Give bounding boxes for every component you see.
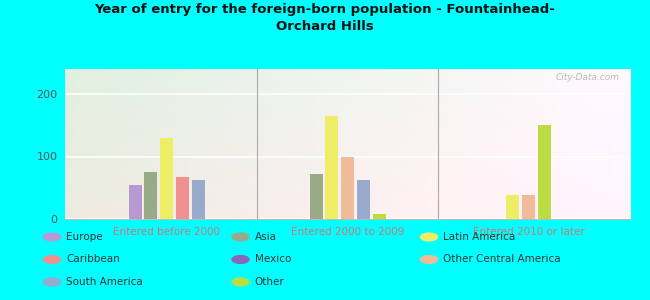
Bar xyxy=(326,116,339,219)
Text: Latin America: Latin America xyxy=(443,232,515,242)
Text: South America: South America xyxy=(66,277,143,287)
Bar xyxy=(506,195,519,219)
Text: Year of entry for the foreign-born population - Fountainhead-
Orchard Hills: Year of entry for the foreign-born popul… xyxy=(94,3,556,33)
Text: Europe: Europe xyxy=(66,232,103,242)
Text: Mexico: Mexico xyxy=(255,254,291,265)
Bar xyxy=(341,157,354,219)
Bar xyxy=(176,176,189,219)
Bar xyxy=(144,172,157,219)
Bar xyxy=(538,125,551,219)
Bar xyxy=(373,214,386,219)
Text: City-Data.com: City-Data.com xyxy=(555,74,619,82)
Text: Caribbean: Caribbean xyxy=(66,254,120,265)
Text: Other Central America: Other Central America xyxy=(443,254,561,265)
Text: Other: Other xyxy=(255,277,285,287)
Bar xyxy=(522,195,535,219)
Bar xyxy=(161,138,174,219)
Text: Asia: Asia xyxy=(255,232,277,242)
Bar xyxy=(309,174,322,219)
Bar xyxy=(192,180,205,219)
Bar xyxy=(357,180,370,219)
Bar xyxy=(129,184,142,219)
